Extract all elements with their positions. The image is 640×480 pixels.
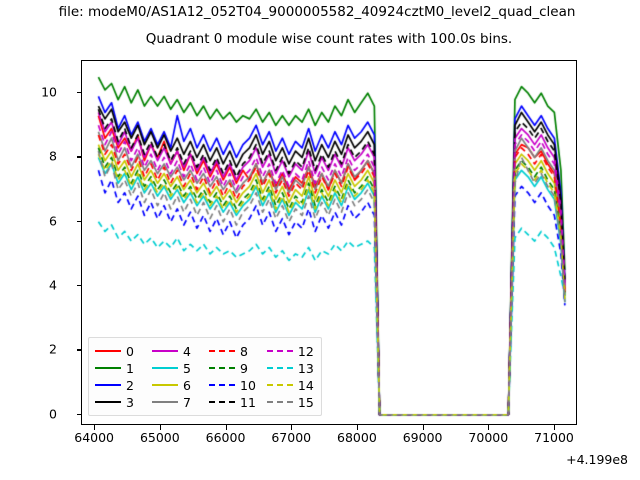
legend-line-swatch bbox=[152, 401, 178, 403]
legend-label: 9 bbox=[240, 360, 248, 376]
legend-label: 7 bbox=[183, 394, 191, 410]
legend-line-swatch bbox=[209, 350, 235, 352]
x-tick-label: 70000 bbox=[468, 430, 509, 445]
legend-label: 4 bbox=[183, 343, 191, 359]
legend-line-swatch bbox=[152, 367, 178, 369]
legend-line-swatch bbox=[209, 401, 235, 403]
y-tick-mark bbox=[77, 349, 82, 351]
legend-line-swatch bbox=[95, 367, 121, 369]
legend-item-6[interactable]: 6 bbox=[152, 377, 198, 393]
legend-item-1[interactable]: 1 bbox=[95, 360, 141, 376]
x-tick-mark bbox=[554, 425, 556, 430]
legend-label: 2 bbox=[126, 377, 134, 393]
legend-label: 6 bbox=[183, 377, 191, 393]
y-tick-label: 8 bbox=[49, 148, 57, 164]
y-tick-mark bbox=[77, 156, 82, 158]
y-tick-label: 10 bbox=[41, 84, 57, 100]
legend-item-13[interactable]: 13 bbox=[266, 360, 314, 376]
x-tick-mark bbox=[291, 425, 293, 430]
x-tick-mark bbox=[159, 425, 161, 430]
y-tick-mark bbox=[77, 413, 82, 415]
y-tick-label: 2 bbox=[49, 341, 57, 357]
legend-line-swatch bbox=[95, 401, 121, 403]
legend-label: 3 bbox=[126, 394, 134, 410]
x-tick-mark bbox=[225, 425, 227, 430]
legend-item-12[interactable]: 12 bbox=[266, 343, 314, 359]
legend-label: 14 bbox=[297, 377, 314, 393]
legend-label: 12 bbox=[297, 343, 314, 359]
legend-label: 1 bbox=[126, 360, 134, 376]
legend-line-swatch bbox=[266, 350, 293, 352]
legend-label: 8 bbox=[240, 343, 248, 359]
x-tick-mark bbox=[422, 425, 424, 430]
legend-line-swatch bbox=[152, 350, 178, 352]
x-tick-label: 65000 bbox=[139, 430, 180, 445]
y-tick-label: 4 bbox=[49, 277, 57, 293]
legend-item-4[interactable]: 4 bbox=[152, 343, 198, 359]
legend-item-10[interactable]: 10 bbox=[209, 377, 256, 393]
legend-item-2[interactable]: 2 bbox=[95, 377, 141, 393]
y-tick-label: 6 bbox=[49, 213, 57, 229]
y-tick-mark bbox=[77, 285, 82, 287]
legend-item-8[interactable]: 8 bbox=[209, 343, 256, 359]
x-tick-label: 64000 bbox=[74, 430, 115, 445]
legend-label: 10 bbox=[240, 377, 256, 393]
legend-line-swatch bbox=[209, 384, 235, 386]
x-tick-mark bbox=[356, 425, 358, 430]
y-tick-mark bbox=[77, 220, 82, 222]
legend-line-swatch bbox=[209, 367, 235, 369]
legend[interactable]: 0 4 8 12 1 5 9 13 2 6 10 14 3 7 11 15 bbox=[88, 337, 322, 416]
x-tick-label: 71000 bbox=[534, 430, 574, 445]
x-tick-label: 66000 bbox=[205, 430, 246, 445]
x-tick-label: 68000 bbox=[337, 430, 377, 445]
legend-label: 5 bbox=[183, 360, 191, 376]
x-tick-label: 67000 bbox=[271, 430, 312, 445]
legend-line-swatch bbox=[95, 350, 121, 352]
legend-item-15[interactable]: 15 bbox=[266, 394, 314, 410]
legend-label: 0 bbox=[126, 343, 134, 359]
legend-item-11[interactable]: 11 bbox=[209, 394, 256, 410]
suptitle-text: file: modeM0/AS1A12_052T04_9000005582_40… bbox=[58, 4, 576, 20]
y-tick-mark bbox=[77, 92, 82, 94]
legend-line-swatch bbox=[266, 384, 293, 386]
x-tick-label: 69000 bbox=[402, 430, 443, 445]
x-axis-offset-label: +4.199e8 bbox=[566, 452, 628, 467]
axes-title: Quadrant 0 module wise count rates with … bbox=[145, 31, 513, 47]
legend-item-9[interactable]: 9 bbox=[209, 360, 256, 376]
x-tick-mark bbox=[488, 425, 490, 430]
y-tick-label: 0 bbox=[49, 406, 57, 422]
legend-item-5[interactable]: 5 bbox=[152, 360, 198, 376]
legend-line-swatch bbox=[152, 384, 178, 386]
legend-item-7[interactable]: 7 bbox=[152, 394, 198, 410]
x-tick-mark bbox=[94, 425, 96, 430]
legend-label: 15 bbox=[297, 394, 314, 410]
legend-item-3[interactable]: 3 bbox=[95, 394, 141, 410]
legend-line-swatch bbox=[95, 384, 121, 386]
legend-line-swatch bbox=[266, 401, 293, 403]
legend-label: 11 bbox=[240, 394, 256, 410]
legend-item-14[interactable]: 14 bbox=[266, 377, 314, 393]
legend-line-swatch bbox=[266, 367, 293, 369]
legend-item-0[interactable]: 0 bbox=[95, 343, 141, 359]
legend-label: 13 bbox=[297, 360, 314, 376]
figure-suptitle: file: modeM0/AS1A12_052T04_9000005582_40… bbox=[0, 4, 640, 20]
